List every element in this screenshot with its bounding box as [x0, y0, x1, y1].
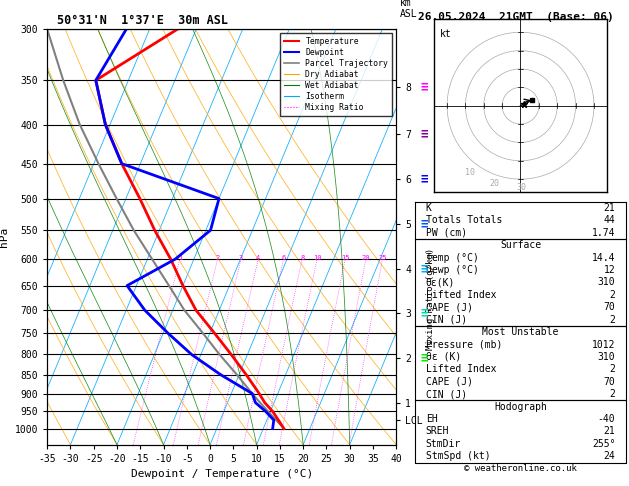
Text: K: K [426, 203, 431, 213]
Text: Lifted Index: Lifted Index [426, 290, 496, 300]
Text: 24: 24 [604, 451, 615, 461]
Text: 310: 310 [598, 352, 615, 362]
Text: Totals Totals: Totals Totals [426, 215, 502, 226]
Text: 2: 2 [610, 290, 615, 300]
Text: Pressure (mb): Pressure (mb) [426, 340, 502, 349]
Text: 8: 8 [300, 255, 304, 260]
Text: StmDir: StmDir [426, 439, 461, 449]
Text: CAPE (J): CAPE (J) [426, 302, 472, 312]
Text: km
ASL: km ASL [399, 0, 417, 19]
Text: 12: 12 [604, 265, 615, 275]
Text: 14.4: 14.4 [592, 253, 615, 262]
Text: θε(K): θε(K) [426, 278, 455, 287]
X-axis label: Dewpoint / Temperature (°C): Dewpoint / Temperature (°C) [131, 469, 313, 479]
Text: 2: 2 [610, 314, 615, 325]
Text: ≡: ≡ [421, 80, 428, 93]
Text: 21: 21 [604, 426, 615, 436]
Text: Surface: Surface [500, 240, 541, 250]
Text: 25: 25 [378, 255, 387, 260]
Text: 1012: 1012 [592, 340, 615, 349]
Text: θε (K): θε (K) [426, 352, 461, 362]
Text: 2: 2 [216, 255, 220, 260]
Text: 70: 70 [604, 377, 615, 387]
Text: Lifted Index: Lifted Index [426, 364, 496, 374]
Text: ≡: ≡ [421, 307, 428, 319]
Text: 2: 2 [610, 389, 615, 399]
Text: kt: kt [440, 29, 452, 38]
Text: ≡: ≡ [421, 127, 428, 140]
Text: 70: 70 [604, 302, 615, 312]
Text: Hodograph: Hodograph [494, 401, 547, 412]
Text: 3: 3 [239, 255, 243, 260]
Text: 1.74: 1.74 [592, 228, 615, 238]
Text: PW (cm): PW (cm) [426, 228, 467, 238]
Text: CIN (J): CIN (J) [426, 389, 467, 399]
Text: 44: 44 [604, 215, 615, 226]
Text: 20: 20 [362, 255, 370, 260]
Text: 15: 15 [341, 255, 349, 260]
Text: 21: 21 [604, 203, 615, 213]
Text: -40: -40 [598, 414, 615, 424]
Text: 10: 10 [313, 255, 321, 260]
Text: 255°: 255° [592, 439, 615, 449]
Text: EH: EH [426, 414, 437, 424]
Text: 20: 20 [489, 179, 499, 189]
Text: © weatheronline.co.uk: © weatheronline.co.uk [464, 464, 577, 473]
Legend: Temperature, Dewpoint, Parcel Trajectory, Dry Adiabat, Wet Adiabat, Isotherm, Mi: Temperature, Dewpoint, Parcel Trajectory… [281, 33, 392, 116]
Text: 50°31'N  1°37'E  30m ASL: 50°31'N 1°37'E 30m ASL [57, 15, 228, 27]
Text: CIN (J): CIN (J) [426, 314, 467, 325]
Text: Most Unstable: Most Unstable [482, 327, 559, 337]
Text: ≡: ≡ [421, 218, 428, 231]
Text: 6: 6 [281, 255, 286, 260]
Text: 2: 2 [610, 364, 615, 374]
Text: 30: 30 [517, 183, 527, 192]
Text: 10: 10 [465, 169, 476, 177]
Text: ≡: ≡ [421, 173, 428, 186]
Y-axis label: hPa: hPa [0, 227, 9, 247]
Text: 4: 4 [256, 255, 260, 260]
Text: Mixing Ratio (g/kg): Mixing Ratio (g/kg) [426, 248, 435, 350]
Text: 1: 1 [177, 255, 182, 260]
Text: 310: 310 [598, 278, 615, 287]
Text: Dewp (°C): Dewp (°C) [426, 265, 479, 275]
Text: 26.05.2024  21GMT  (Base: 06): 26.05.2024 21GMT (Base: 06) [418, 12, 614, 22]
Text: ≡: ≡ [421, 351, 428, 364]
Text: StmSpd (kt): StmSpd (kt) [426, 451, 490, 461]
Text: Temp (°C): Temp (°C) [426, 253, 479, 262]
Text: SREH: SREH [426, 426, 449, 436]
Text: ≡: ≡ [421, 262, 428, 276]
Text: CAPE (J): CAPE (J) [426, 377, 472, 387]
